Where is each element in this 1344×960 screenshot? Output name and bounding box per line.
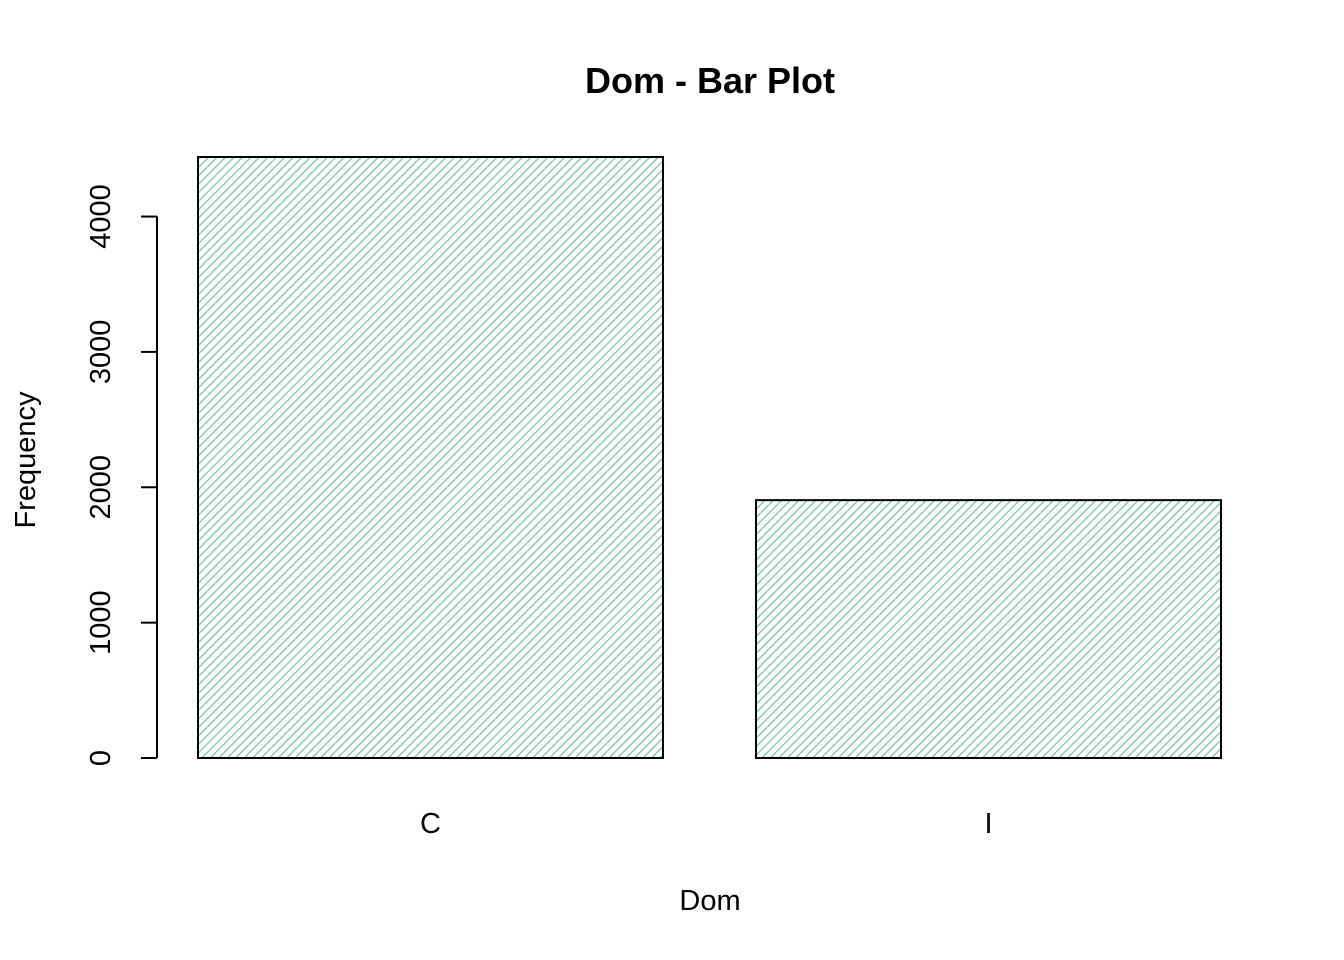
y-tick-label: 3000	[85, 320, 117, 385]
y-tick-label: 1000	[85, 590, 117, 655]
y-axis-label: Frequency	[10, 391, 42, 529]
chart-title: Dom - Bar Plot	[585, 60, 835, 101]
bar-c	[197, 156, 664, 759]
x-tick-label: I	[984, 808, 992, 840]
y-tick-label: 2000	[85, 455, 117, 520]
y-tick-label: 4000	[85, 184, 117, 249]
bar-i	[755, 499, 1222, 759]
y-tick-label: 0	[85, 750, 117, 766]
x-tick-label: C	[420, 808, 441, 840]
x-axis-label: Dom	[679, 885, 740, 917]
bars-group	[197, 156, 1222, 759]
y-axis: 0 1000 2000 3000 4000	[85, 184, 158, 766]
